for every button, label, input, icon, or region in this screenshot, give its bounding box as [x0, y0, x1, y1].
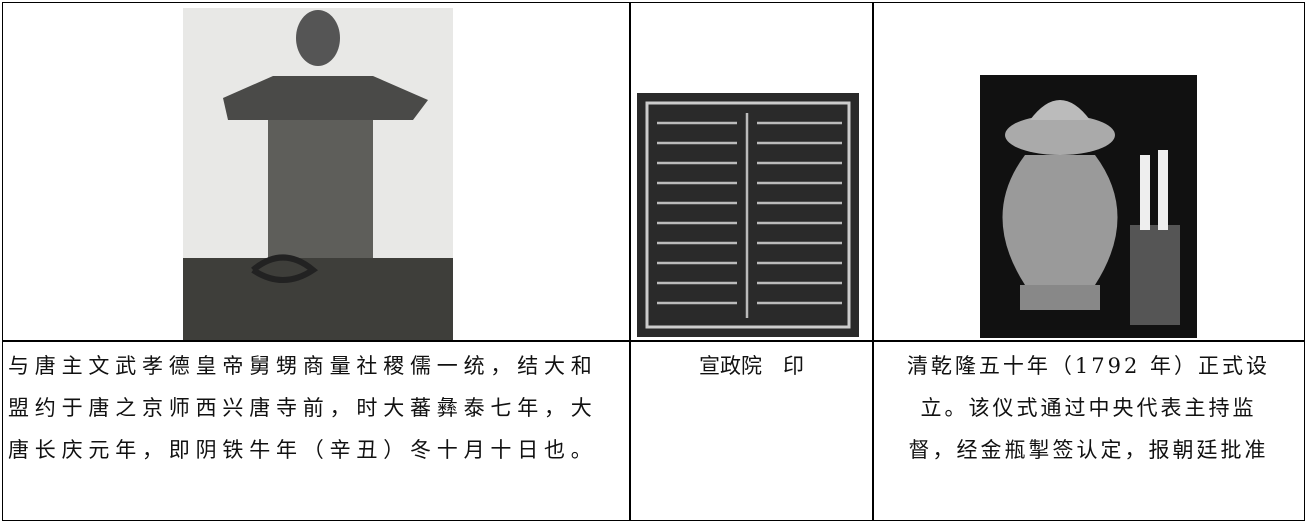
seal-caption: 宣政院 印	[631, 345, 872, 387]
text-line: 督，经金瓶掣签认定，报朝廷批准	[908, 438, 1269, 462]
urn-text: 清乾隆五十年（1792 年）正式设 立。该仪式通过中央代表主持监 督，经金瓶掣签…	[874, 345, 1303, 471]
text-line: 盟约于唐之京师西兴唐寺前，时大蕃彝泰七年，大	[8, 396, 598, 420]
cell	[872, 2, 1305, 342]
golden-urn-image	[980, 75, 1197, 338]
seal-image	[637, 93, 859, 337]
text-line: 与唐主文武孝德皇帝舅甥商量社稷儒一统，结大和	[8, 354, 598, 378]
cell	[629, 2, 874, 342]
stele-image	[183, 8, 453, 340]
text-line: 宣政院 印	[699, 354, 804, 378]
inscription-text: 与唐主文武孝德皇帝舅甥商量社稷儒一统，结大和 盟约于唐之京师西兴唐寺前，时大蕃彝…	[8, 345, 598, 471]
text-line: 立。该仪式通过中央代表主持监	[920, 396, 1257, 420]
text-line: 唐长庆元年，即阴铁牛年（辛丑）冬十月十日也。	[8, 438, 598, 462]
cell	[2, 2, 631, 342]
text-line: 清乾隆五十年（1792 年）正式设	[906, 354, 1271, 378]
